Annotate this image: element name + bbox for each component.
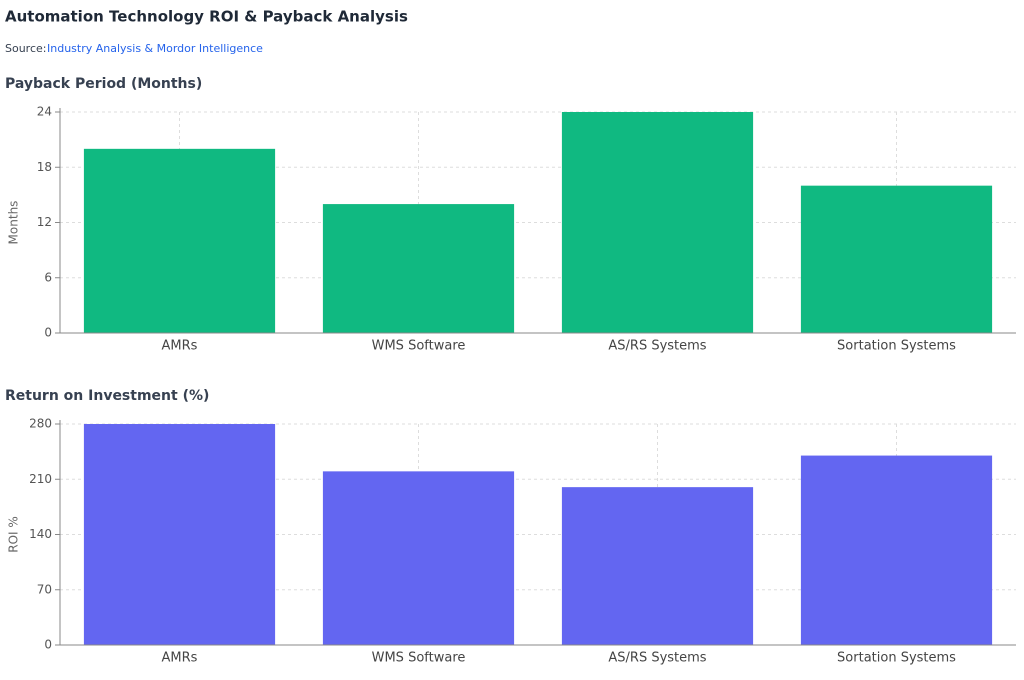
source-link[interactable]: Industry Analysis & Mordor Intelligence — [47, 42, 263, 55]
y-tick-label: 6 — [44, 270, 52, 284]
bar — [83, 424, 276, 645]
page-title: Automation Technology ROI & Payback Anal… — [5, 8, 408, 26]
y-tick-label: 0 — [44, 326, 52, 340]
bar — [322, 471, 515, 645]
y-tick-label: 0 — [44, 638, 52, 652]
y-tick-label: 12 — [37, 215, 52, 229]
bar — [561, 112, 754, 333]
bar — [83, 148, 276, 333]
bar — [800, 185, 993, 333]
x-tick-label: Sortation Systems — [837, 339, 956, 354]
x-tick-label: WMS Software — [372, 651, 466, 666]
y-tick-label: 70 — [37, 582, 52, 596]
y-tick-label: 140 — [29, 527, 52, 541]
y-tick-label: 210 — [29, 472, 52, 486]
y-tick-label: 24 — [37, 105, 52, 119]
y-tick-label: 18 — [37, 160, 52, 174]
x-tick-label: AS/RS Systems — [608, 339, 706, 354]
bar — [322, 204, 515, 333]
x-tick-label: Sortation Systems — [837, 651, 956, 666]
y-axis-label: ROI % — [7, 516, 21, 553]
x-tick-label: WMS Software — [372, 339, 466, 354]
x-tick-label: AS/RS Systems — [608, 651, 706, 666]
x-tick-label: AMRs — [162, 339, 198, 354]
bar — [800, 455, 993, 645]
y-tick-label: 280 — [29, 417, 52, 431]
source-label: Source: — [5, 42, 47, 55]
x-tick-label: AMRs — [162, 651, 198, 666]
chart-title: Return on Investment (%) — [5, 388, 209, 404]
bar — [561, 487, 754, 645]
chart-title: Payback Period (Months) — [5, 76, 202, 92]
y-axis-label: Months — [7, 201, 21, 245]
